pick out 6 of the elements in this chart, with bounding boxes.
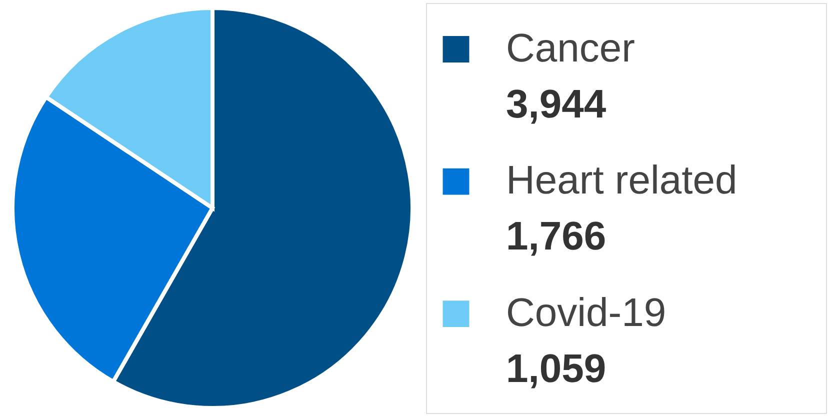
legend-label: Covid-19	[506, 290, 666, 335]
data-label: 3,944	[506, 82, 607, 126]
legend-label: Heart related	[506, 158, 738, 203]
legend-label: Cancer	[506, 26, 635, 70]
data-label: 1,059	[506, 346, 606, 391]
data-label: 1,766	[506, 214, 606, 259]
